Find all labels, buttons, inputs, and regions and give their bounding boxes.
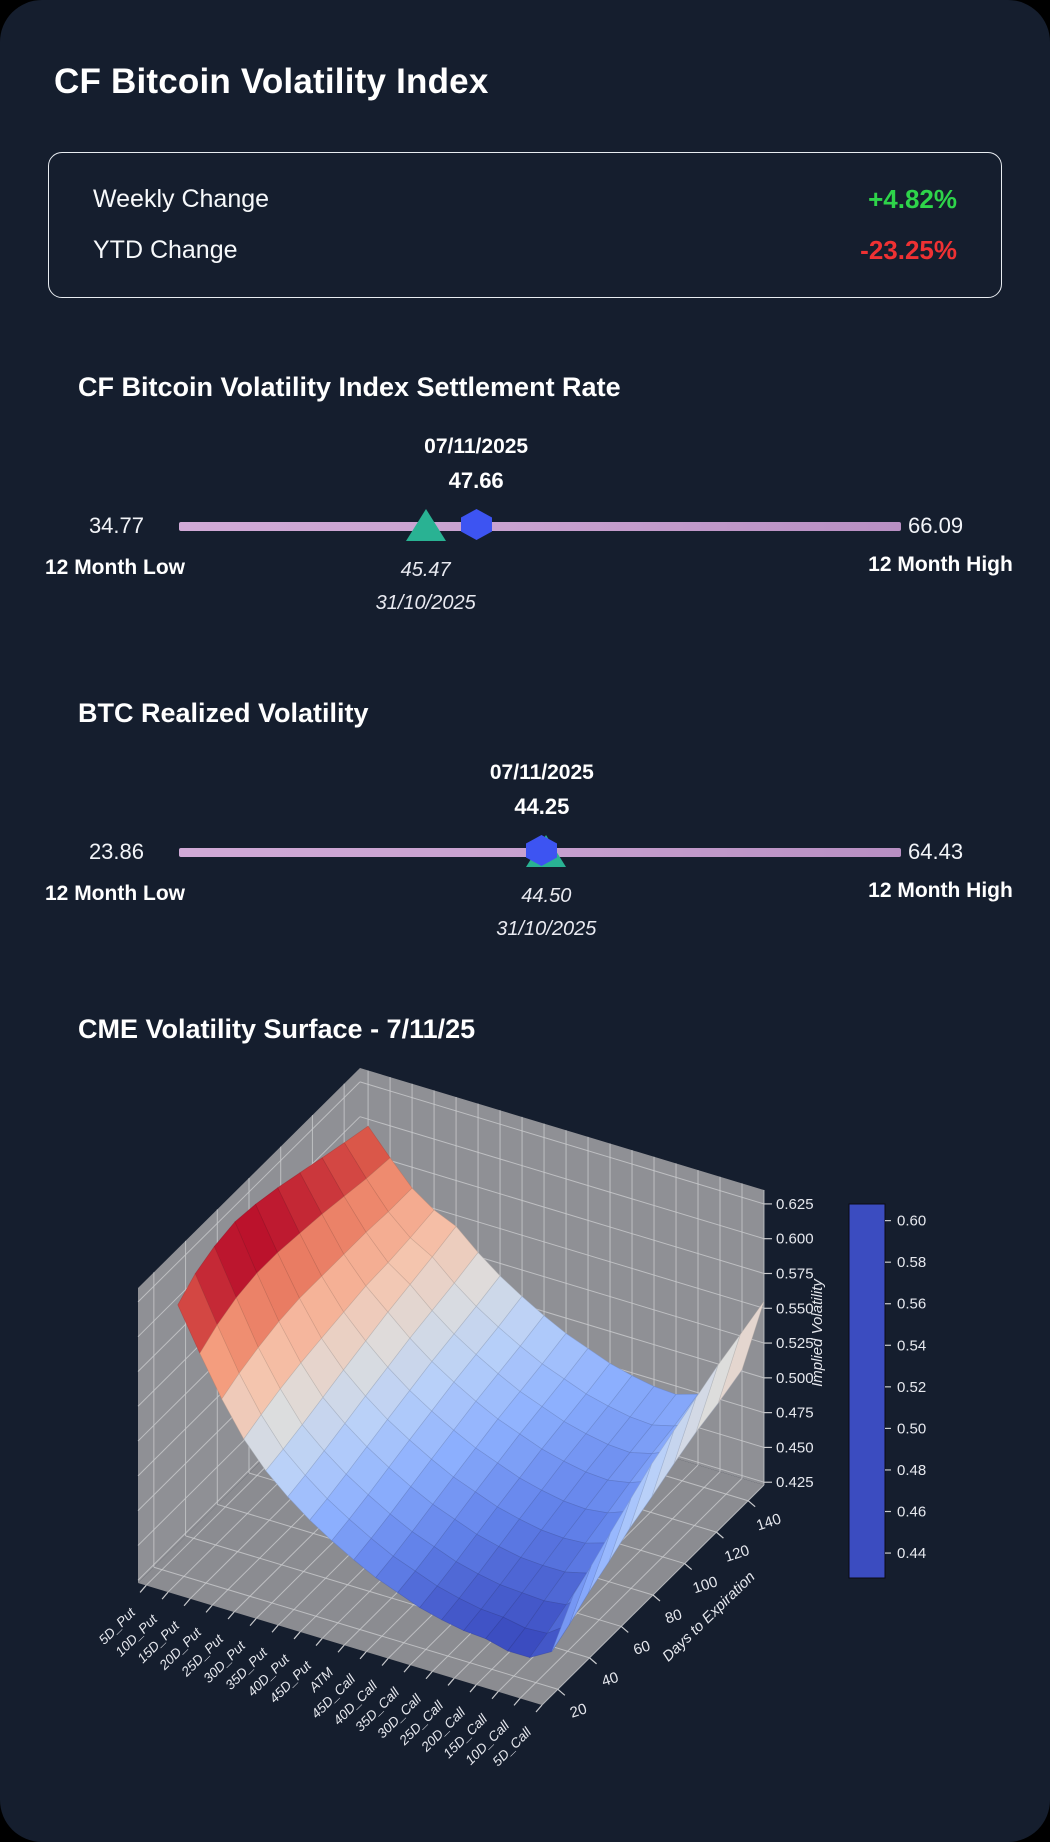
svg-text:0.475: 0.475 xyxy=(776,1405,814,1422)
svg-text:0.52: 0.52 xyxy=(897,1379,926,1396)
range-max-value: 64.43 xyxy=(908,839,964,864)
stat-value: -23.25% xyxy=(860,235,957,266)
stats-box: Weekly Change +4.82% YTD Change -23.25% xyxy=(48,152,1002,298)
current-value: 44.25 xyxy=(514,794,570,819)
range-indicator-settlement-rate: CF Bitcoin Volatility Index Settlement R… xyxy=(0,372,1050,652)
range-max-label: 12 Month High xyxy=(868,879,1013,902)
range-min-value: 23.86 xyxy=(88,839,144,864)
svg-text:100: 100 xyxy=(691,1573,720,1597)
stat-label: Weekly Change xyxy=(93,184,270,213)
range-bar xyxy=(179,522,901,531)
previous-value: 44.50 xyxy=(521,885,572,907)
colorbar: 0.44 0.46 0.48 0.50 0.52 0.54 0.56 0.58 0.60 xyxy=(848,1203,926,1579)
svg-text:0.60: 0.60 xyxy=(897,1213,926,1230)
section-title: BTC Realized Volatility xyxy=(78,698,369,728)
svg-text:0.525: 0.525 xyxy=(776,1335,814,1352)
page-title: CF Bitcoin Volatility Index xyxy=(54,62,489,101)
svg-text:120: 120 xyxy=(723,1542,752,1566)
range-min-value: 34.77 xyxy=(88,513,144,538)
svg-text:0.44: 0.44 xyxy=(897,1545,926,1562)
svg-text:0.46: 0.46 xyxy=(897,1504,926,1521)
range-min-label: 12 Month Low xyxy=(45,882,185,905)
current-value: 47.66 xyxy=(448,468,504,493)
section-title: CF Bitcoin Volatility Index Settlement R… xyxy=(78,372,621,402)
svg-text:0.575: 0.575 xyxy=(776,1265,814,1282)
range-max-value: 66.09 xyxy=(908,513,964,538)
svg-text:0.450: 0.450 xyxy=(776,1439,814,1456)
previous-date: 31/10/2025 xyxy=(375,592,476,614)
range-max-label: 12 Month High xyxy=(868,553,1013,576)
previous-reading: 44.50 31/10/2025 xyxy=(436,886,656,939)
current-date: 07/11/2025 xyxy=(424,435,529,458)
current-date: 07/11/2025 xyxy=(489,761,594,784)
surface-mesh xyxy=(177,1125,765,1659)
svg-text:0.500: 0.500 xyxy=(776,1370,814,1387)
current-reading: 07/11/2025 44.25 xyxy=(432,762,652,818)
previous-reading: 45.47 31/10/2025 xyxy=(316,560,536,613)
svg-text:0.54: 0.54 xyxy=(897,1337,926,1354)
stat-row-ytd: YTD Change -23.25% xyxy=(93,235,957,266)
current-marker-hexagon xyxy=(526,835,558,866)
current-reading: 07/11/2025 47.66 xyxy=(366,436,586,492)
svg-text:0.600: 0.600 xyxy=(776,1231,814,1248)
range-min-label: 12 Month Low xyxy=(45,556,185,579)
svg-text:80: 80 xyxy=(663,1606,684,1627)
svg-text:140: 140 xyxy=(754,1510,783,1534)
svg-text:0.58: 0.58 xyxy=(897,1254,926,1271)
svg-text:0.50: 0.50 xyxy=(897,1420,926,1437)
svg-text:0.56: 0.56 xyxy=(897,1296,926,1313)
svg-text:Implied Volatility: Implied Volatility xyxy=(809,1278,826,1387)
stat-label: YTD Change xyxy=(93,236,238,265)
previous-marker-triangle xyxy=(405,509,446,541)
svg-text:0.48: 0.48 xyxy=(897,1462,926,1479)
previous-value: 45.47 xyxy=(400,559,451,581)
range-indicator-realized-volatility: BTC Realized Volatility 07/11/2025 44.25… xyxy=(0,698,1050,978)
svg-text:40: 40 xyxy=(600,1669,621,1690)
current-marker-hexagon xyxy=(460,509,492,540)
svg-text:0.625: 0.625 xyxy=(776,1196,814,1213)
surface-chart-title: CME Volatility Surface - 7/11/25 xyxy=(78,1014,476,1044)
stat-value: +4.82% xyxy=(868,183,957,214)
previous-date: 31/10/2025 xyxy=(496,918,597,940)
svg-text:0.550: 0.550 xyxy=(776,1300,814,1317)
svg-text:0.425: 0.425 xyxy=(776,1474,814,1491)
svg-text:20: 20 xyxy=(568,1700,589,1721)
svg-text:60: 60 xyxy=(631,1637,652,1658)
stat-row-weekly: Weekly Change +4.82% xyxy=(93,184,957,215)
